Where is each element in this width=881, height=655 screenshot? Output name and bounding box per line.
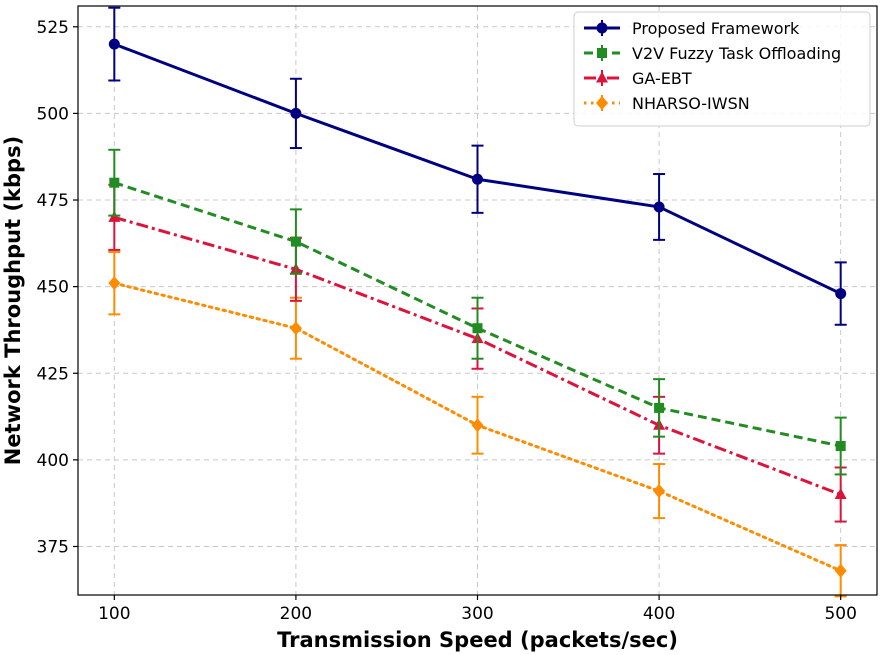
x-tick-label: 500: [824, 604, 856, 624]
data-point: [654, 402, 665, 413]
data-point: [834, 563, 847, 578]
x-tick-label: 100: [98, 604, 130, 624]
series-layer: [108, 6, 847, 598]
series-nharso-iwsn: [108, 250, 847, 598]
legend-box: [573, 11, 871, 127]
data-point: [108, 38, 120, 50]
data-point: [108, 276, 121, 291]
data-point: [653, 201, 665, 213]
legend-label: NHARSO-IWSN: [632, 94, 750, 113]
y-axis-title: Network Throughput (kbps): [1, 136, 25, 465]
data-point: [834, 488, 847, 500]
y-tick-label: 475: [37, 191, 69, 211]
x-tick-label: 400: [643, 604, 675, 624]
x-axis-title: Transmission Speed (packets/sec): [277, 628, 678, 652]
legend-label: Proposed Framework: [632, 19, 800, 38]
legend-marker: [596, 71, 608, 83]
y-tick-label: 400: [37, 451, 69, 471]
legend-label: GA-EBT: [632, 69, 692, 88]
y-tick-label: 450: [37, 278, 69, 298]
data-point: [290, 107, 302, 119]
data-point: [653, 484, 666, 499]
x-tick-label: 200: [280, 604, 312, 624]
y-tick-label: 500: [37, 104, 69, 124]
legend-marker: [597, 48, 607, 58]
series-v2v-fuzzy-task-offloading: [108, 148, 847, 476]
series-proposed-framework: [108, 6, 847, 326]
legend: Proposed Framework V2V Fuzzy Task Offload…: [573, 11, 871, 127]
data-point: [472, 173, 483, 185]
data-point: [471, 418, 484, 433]
series-line: [113, 215, 842, 496]
data-point: [835, 441, 846, 452]
ticks: 100 200 300 400 500 375 400 425 450 475 500 525: [37, 18, 857, 624]
data-point: [109, 177, 120, 188]
y-tick-label: 525: [37, 18, 69, 38]
legend-marker: [596, 22, 608, 34]
y-tick-label: 425: [37, 364, 69, 384]
legend-label: V2V Fuzzy Task Offloading: [632, 44, 841, 63]
data-point: [289, 321, 302, 336]
legend-marker: [596, 96, 608, 110]
data-point: [835, 288, 847, 300]
x-tick-label: 300: [461, 604, 493, 624]
y-tick-label: 375: [37, 537, 69, 557]
data-point: [472, 323, 483, 334]
data-point: [290, 236, 301, 247]
